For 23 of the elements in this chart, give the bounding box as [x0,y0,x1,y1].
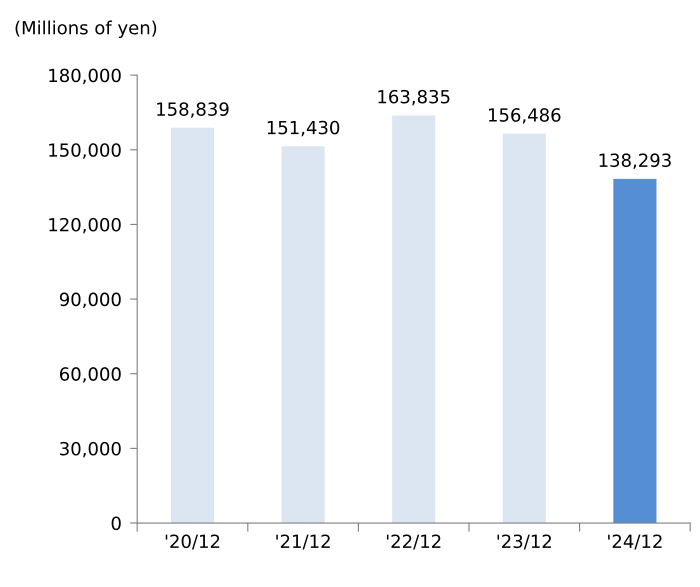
x-tick-label: '22/12 [386,534,440,550]
x-tick-label: '20/12 [166,534,220,550]
y-tick-label: 60,000 [60,367,121,383]
y-tick-label: 0 [112,516,121,530]
y-tick-label: 90,000 [60,292,121,308]
y-axis-title: (Millions of yen) [16,20,156,38]
bar [170,128,214,524]
y-tick-label: 120,000 [49,218,121,234]
data-label: 156,486 [488,108,560,124]
x-tick-label: '21/12 [276,534,330,550]
x-tick-label: '23/12 [498,534,551,550]
data-label: 151,430 [268,120,340,136]
bar [392,115,436,524]
x-tick-label: '24/12 [608,534,662,550]
bar [282,146,325,524]
data-label: 158,839 [157,102,229,118]
y-tick-label: 30,000 [60,442,121,458]
bar [502,134,546,524]
data-label: 138,293 [600,153,671,169]
y-tick-label: 150,000 [49,143,121,159]
bar [613,178,656,524]
y-tick-label: 180,000 [49,68,121,84]
data-label: 163,835 [378,90,450,106]
